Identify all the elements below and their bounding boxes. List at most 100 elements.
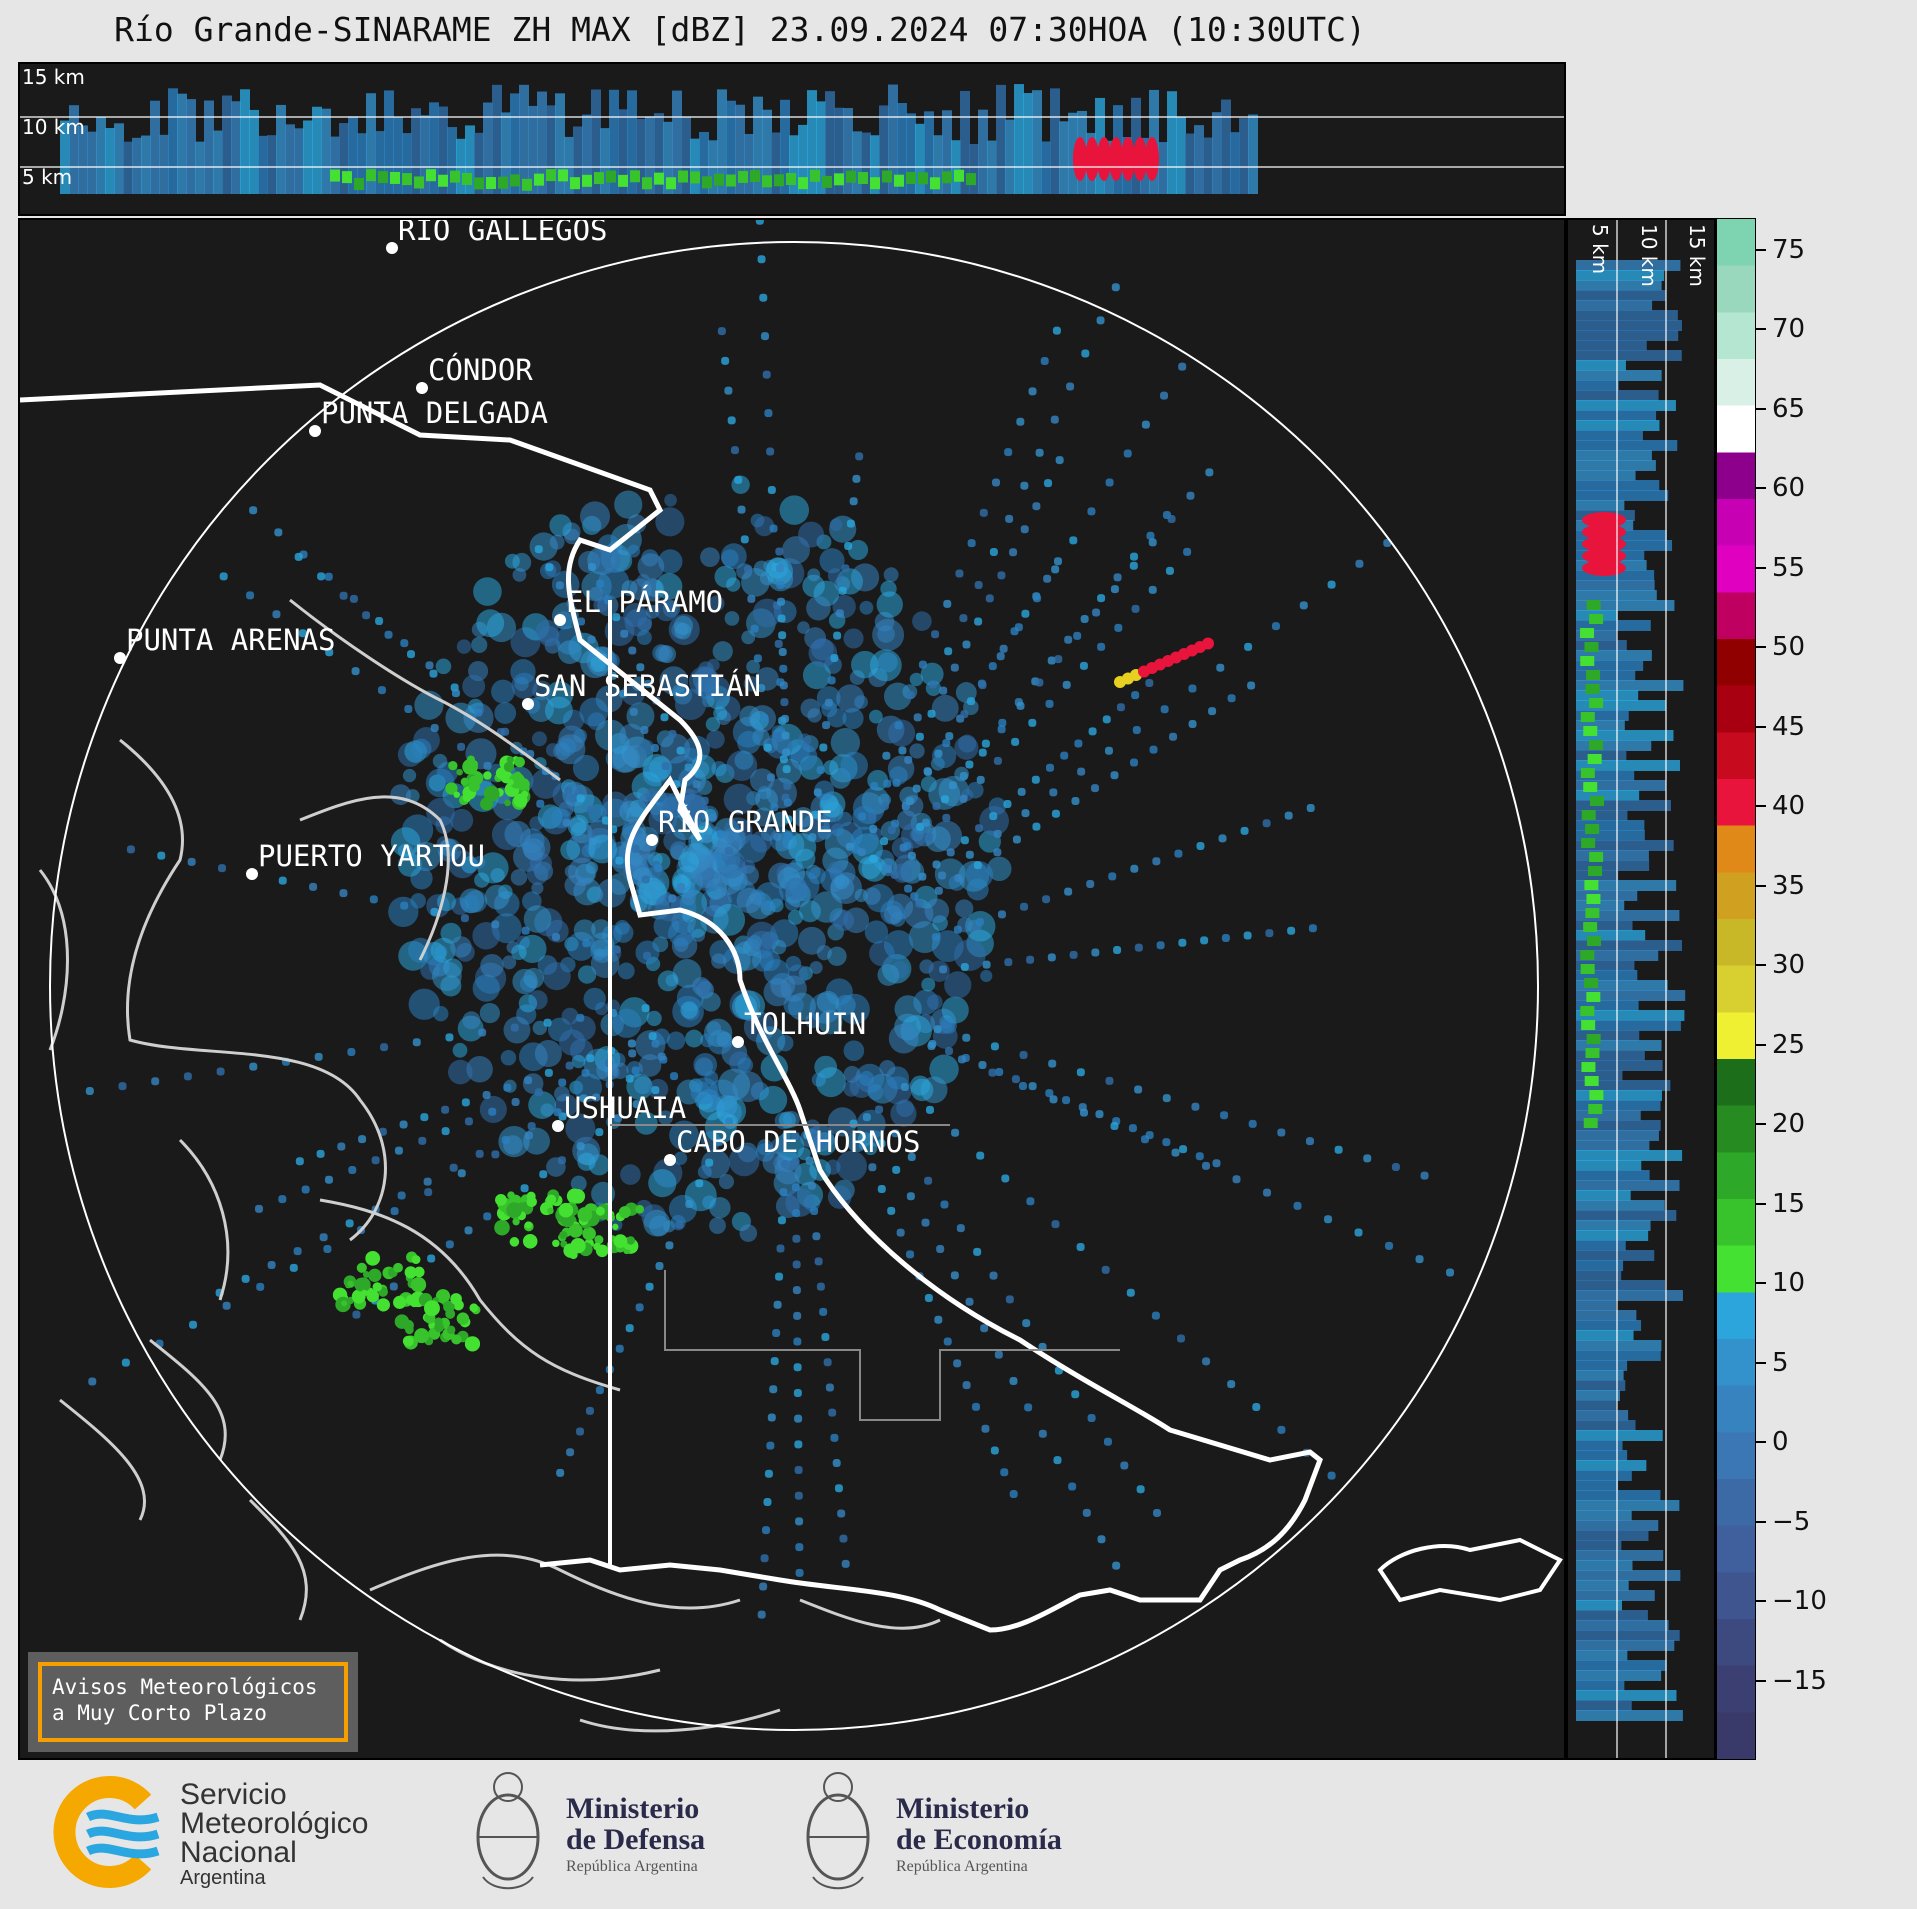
echo-cell xyxy=(479,1002,500,1024)
city-marker-dot xyxy=(386,242,398,254)
city-0[interactable]: RÍO GALLEGOS xyxy=(386,220,608,254)
echo-cell xyxy=(830,727,861,758)
city-7[interactable]: PUERTO YARTOU xyxy=(246,839,485,880)
echo-cell xyxy=(993,848,1002,857)
side-echo-row xyxy=(1576,1370,1624,1381)
echo-cell xyxy=(536,799,545,808)
echo-cell xyxy=(1148,538,1157,547)
echo-cell xyxy=(736,887,762,914)
echo-cell xyxy=(598,567,630,599)
echo-cell xyxy=(775,547,784,556)
echo-cell xyxy=(703,855,717,869)
echo-cell xyxy=(843,1040,865,1062)
echo-cell xyxy=(829,518,843,532)
city-1[interactable]: CÓNDOR xyxy=(416,353,533,394)
top-echo-green xyxy=(750,170,760,183)
echo-cell-green xyxy=(582,1226,596,1241)
echo-cell xyxy=(651,1039,660,1048)
radar-map[interactable]: RÍO GALLEGOS CÓNDOR PUNTA DELGADA EL PÁRAMO… xyxy=(20,220,1564,1758)
echo-cell xyxy=(294,552,303,561)
echo-cell xyxy=(1271,622,1280,631)
top-echo-column xyxy=(267,135,277,194)
echo-cell xyxy=(794,1440,803,1449)
top-echo-red xyxy=(1145,137,1159,181)
top-echo-column xyxy=(654,113,664,194)
coastline-chile-west xyxy=(38,738,387,1621)
side-echo-green xyxy=(1583,782,1598,792)
echo-cell xyxy=(1391,1162,1400,1171)
side-echo-red xyxy=(1582,560,1626,576)
top-echo-green xyxy=(378,171,388,184)
colorbar-tick-label: −15 xyxy=(1772,1665,1827,1696)
echo-cell xyxy=(797,733,812,748)
top-echo-column xyxy=(1203,137,1213,194)
colorbar-tick xyxy=(1756,1679,1766,1682)
echo-cell-green xyxy=(613,1234,628,1249)
top-echo-green xyxy=(822,175,832,188)
side-echo-row xyxy=(1576,1380,1626,1391)
echo-cell xyxy=(774,639,783,648)
echo-cell xyxy=(558,1078,567,1087)
echo-cell-green xyxy=(393,1262,403,1273)
city-10[interactable]: CABO DE HORNOS xyxy=(664,1125,920,1166)
echo-cell xyxy=(1016,417,1025,426)
echo-cell xyxy=(1103,1437,1112,1446)
echo-cell-green xyxy=(635,1204,645,1214)
echo-cell xyxy=(728,1145,760,1177)
echo-cell xyxy=(836,684,865,713)
echo-cell xyxy=(1035,678,1044,687)
echo-cell xyxy=(1048,1059,1057,1068)
echo-cell xyxy=(843,628,864,649)
side-echo-row xyxy=(1576,640,1627,651)
echo-cell xyxy=(754,516,775,537)
echo-cell xyxy=(645,1282,654,1291)
city-2[interactable]: PUNTA DELGADA xyxy=(309,396,548,437)
notice-box[interactable]: Avisos Meteorológicos a Muy Corto Plazo xyxy=(28,1652,358,1752)
city-6[interactable]: RÍO GRANDE xyxy=(646,805,833,846)
side-echo-row xyxy=(1576,1390,1620,1401)
echo-cell xyxy=(993,829,1002,838)
city-9[interactable]: USHUAIA xyxy=(552,1091,686,1132)
echo-cell xyxy=(1179,1145,1188,1154)
echo-cell xyxy=(1130,864,1139,873)
top-echo-column xyxy=(1239,118,1249,194)
echo-cell xyxy=(680,1001,698,1019)
echo-cell xyxy=(523,967,545,989)
city-label: CÓNDOR xyxy=(428,353,533,387)
side-echo-row xyxy=(1576,1450,1628,1461)
echo-cell xyxy=(784,815,793,824)
echo-cell-green xyxy=(411,1255,421,1265)
echo-cell xyxy=(739,705,761,727)
echo-cell-green xyxy=(347,1280,354,1288)
echo-cell xyxy=(390,1207,399,1216)
colorbar-tick-label: 70 xyxy=(1772,314,1806,345)
top-echo-column xyxy=(573,126,583,194)
echo-cell xyxy=(888,1023,919,1054)
echo-cell-green xyxy=(469,1303,479,1313)
echo-cell xyxy=(697,779,713,795)
side-echo-row xyxy=(1576,270,1665,281)
side-echo-row xyxy=(1576,1290,1683,1301)
city-5[interactable]: SAN SEBASTIÁN xyxy=(522,669,761,710)
city-8[interactable]: TOLHUIN xyxy=(732,1007,866,1048)
echo-cell xyxy=(757,684,766,693)
echo-cell xyxy=(462,1011,481,1030)
echo-cell xyxy=(572,754,600,782)
echo-cell xyxy=(1003,799,1012,808)
echo-cell-green xyxy=(514,771,522,778)
radar-map-panel[interactable]: RÍO GALLEGOS CÓNDOR PUNTA DELGADA EL PÁRAMO… xyxy=(18,218,1566,1760)
echo-cell xyxy=(637,553,665,580)
echo-cell xyxy=(925,826,951,853)
side-echo-row xyxy=(1576,420,1660,431)
echo-cell xyxy=(1415,1255,1424,1264)
echo-cell xyxy=(531,731,547,747)
echo-cell xyxy=(713,706,728,721)
echo-cell xyxy=(1248,1119,1257,1128)
smn-line-3: Nacional xyxy=(180,1836,297,1869)
echo-cell xyxy=(915,732,924,741)
echo-cell xyxy=(688,666,720,697)
colorbar-tick-label: 5 xyxy=(1772,1347,1789,1378)
echo-cell xyxy=(1021,809,1030,818)
city-4[interactable]: PUNTA ARENAS xyxy=(114,623,336,664)
city-3[interactable]: EL PÁRAMO xyxy=(554,585,723,626)
